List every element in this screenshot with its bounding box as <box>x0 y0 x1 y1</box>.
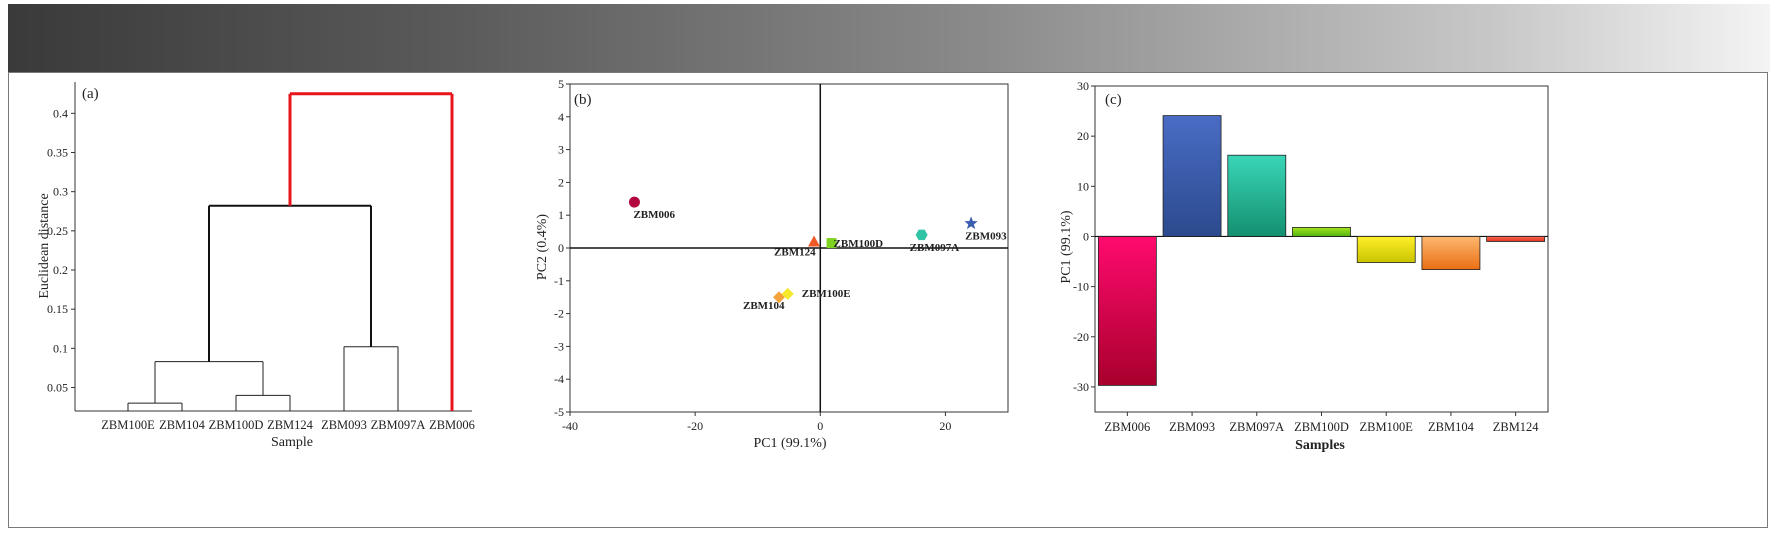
panel-a-leaf-label: ZBM006 <box>429 418 475 432</box>
panel-b-ytick-label: 4 <box>558 110 564 124</box>
panel-b-point <box>781 287 794 300</box>
header-bar <box>8 4 1770 72</box>
panel-c-ytick-label: -30 <box>1073 380 1089 394</box>
panel-a-ytick-label: 0.25 <box>47 224 68 238</box>
panel-c-bar <box>1162 115 1222 237</box>
panel-a-leaf-label: ZBM093 <box>321 418 367 432</box>
panel-c-bar <box>1486 236 1546 242</box>
panel-c-bar <box>1356 236 1416 263</box>
pc1-bar-panel: (c) Samples PC1 (99.1%) -30 -20 -10 0 10 20 30… <box>1059 79 1549 453</box>
panel-b-ytick-label: -3 <box>554 339 564 353</box>
panel-a-ytick-label: 0.35 <box>47 146 68 160</box>
panel-b-ytick-label: 1 <box>558 208 564 222</box>
panel-b-ytick-label: -4 <box>554 372 564 386</box>
panel-b-ytick-label: 0 <box>558 241 564 255</box>
panel-a-xlabel: Sample <box>271 435 313 450</box>
panel-c-bar <box>1097 236 1157 386</box>
panel-c-ytick-label: 20 <box>1077 129 1089 143</box>
panel-b-point-label: ZBM097A <box>910 242 960 254</box>
panel-c-category-label: ZBM100E <box>1359 420 1413 434</box>
panel-c-xlabel: Samples <box>1295 438 1345 453</box>
panel-c-category-label: ZBM097A <box>1229 420 1284 434</box>
panel-b-point-label: ZBM104 <box>743 300 785 312</box>
panel-b-point <box>808 235 821 247</box>
panel-a-leaf-label: ZBM097A <box>371 418 426 432</box>
panel-b-point-label: ZBM006 <box>633 209 675 221</box>
panel-c-ylabel: PC1 (99.1%) <box>1059 210 1074 283</box>
panel-c-ytick-label: -10 <box>1073 280 1089 294</box>
panel-b-point <box>964 216 978 230</box>
panel-a-ytick-label: 0.1 <box>53 341 68 355</box>
panel-a-ytick-label: 0.15 <box>47 302 68 316</box>
panel-b-point <box>915 229 928 241</box>
panel-b-point-label: ZBM100D <box>834 238 884 250</box>
panel-b-ytick-label: -5 <box>554 405 564 419</box>
panel-c-category-label: ZBM100D <box>1294 420 1349 434</box>
panel-c-label: (c) <box>1105 92 1122 108</box>
panel-b-point-label: ZBM093 <box>965 230 1007 242</box>
dendrogram-panel: (a) Sample Euclidean distance 0.05 0.1 0.1… <box>37 82 475 450</box>
panel-c-category-label: ZBM006 <box>1104 420 1150 434</box>
panel-c-category-label: ZBM093 <box>1169 420 1215 434</box>
panel-b-point <box>772 291 785 304</box>
panel-b-label: (b) <box>574 92 592 108</box>
panel-a-ytick-label: 0.3 <box>53 185 68 199</box>
pca-scatter-panel: (b) PC1 (99.1%) PC2 (0.4%) -5 -4 -3 -2 -1 0 1 2… <box>535 77 1009 451</box>
panel-a-ytick-label: 0.2 <box>53 263 68 277</box>
panel-b-xtick-label: -20 <box>687 419 703 433</box>
panel-b-xlabel: PC1 (99.1%) <box>753 436 826 451</box>
panel-b-point-label: ZBM124 <box>774 246 816 258</box>
panel-a-ytick-label: 0.05 <box>47 381 68 395</box>
panel-b-ytick-label: -1 <box>554 274 564 288</box>
panel-a-leaf-label: ZBM104 <box>159 418 206 432</box>
panel-a-leaf-label: ZBM100E <box>101 418 155 432</box>
panel-b-point <box>826 238 837 249</box>
panel-c-bar <box>1227 154 1287 237</box>
panel-a-ytick-label: 0.4 <box>53 106 68 120</box>
panel-b-point-label: ZBM100E <box>802 288 851 300</box>
panel-c-ytick-label: 30 <box>1077 79 1089 93</box>
panel-c-category-label: ZBM124 <box>1493 420 1540 434</box>
panel-b-ytick-label: -2 <box>554 307 564 321</box>
panel-b-xtick-label: 0 <box>817 419 823 433</box>
panel-a-leaf-label: ZBM124 <box>267 418 314 432</box>
panel-c-ytick-label: -20 <box>1073 330 1089 344</box>
panel-a-ylabel: Euclidean distance <box>37 193 52 298</box>
panel-b-xtick-label: 20 <box>939 419 951 433</box>
panel-c-category-label: ZBM104 <box>1428 420 1475 434</box>
figure-frame <box>8 72 1768 528</box>
panel-c-ytick-label: 0 <box>1083 229 1089 243</box>
panel-b-ylabel: PC2 (0.4%) <box>535 214 550 280</box>
panel-b-ytick-label: 2 <box>558 175 564 189</box>
panel-c-bar <box>1292 227 1351 237</box>
panel-b-point <box>628 196 640 208</box>
panel-b-ytick-label: 3 <box>558 143 564 157</box>
panel-c-bar <box>1421 236 1481 270</box>
panel-a-label: (a) <box>82 86 99 102</box>
panel-a-leaf-label: ZBM100D <box>209 418 264 432</box>
panel-b-ytick-label: 5 <box>558 77 564 91</box>
panel-b-xtick-label: -40 <box>562 419 578 433</box>
panel-c-ytick-label: 10 <box>1077 179 1089 193</box>
